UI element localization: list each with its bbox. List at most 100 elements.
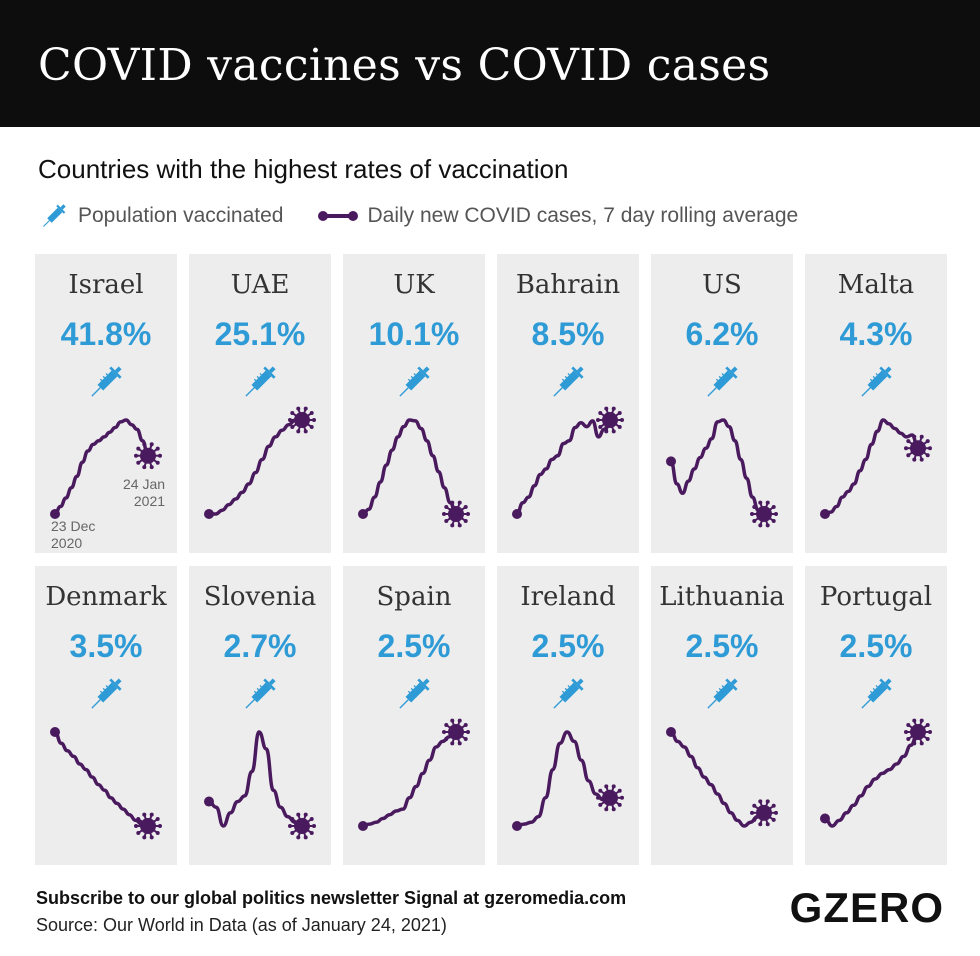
virus-icon (442, 718, 470, 746)
syringe-icon (43, 204, 66, 227)
legend-label-vaccinated: Population vaccinated (78, 204, 284, 227)
subscribe-text: Subscribe to our global politics newslet… (36, 888, 627, 908)
start-point (666, 727, 676, 737)
case-trend-chart (820, 418, 932, 519)
gzero-logo: GZERO (789, 884, 944, 931)
country-panel: Ireland 2.5% (497, 566, 639, 865)
start-point (666, 456, 676, 467)
vaccination-rate: 2.5% (377, 628, 451, 664)
country-panel: Denmark 3.5% (35, 566, 177, 865)
end-date-label: 24 Jan 2021 (123, 476, 166, 509)
country-name: Ireland (520, 582, 616, 612)
virus-icon (288, 812, 316, 840)
start-point (50, 509, 60, 519)
case-trend-chart (204, 406, 316, 519)
start-point (204, 509, 214, 519)
legend-label-cases: Daily new COVID cases, 7 day rolling ave… (367, 204, 799, 227)
syringe-icon (553, 366, 584, 397)
series-line (208, 730, 303, 828)
series-line (362, 730, 457, 828)
start-point (358, 821, 368, 831)
virus-icon (288, 406, 316, 434)
case-trend-chart (512, 730, 624, 831)
country-panel: Lithuania 2.5% (651, 566, 793, 865)
syringe-icon (399, 678, 430, 709)
syringe-icon (707, 366, 738, 397)
vaccination-rate: 10.1% (368, 316, 460, 352)
country-name: Lithuania (659, 582, 785, 612)
virus-icon (442, 500, 470, 528)
country-name: Portugal (819, 582, 933, 612)
case-trend-chart (50, 418, 162, 519)
country-panel: Bahrain 8.5% (497, 254, 639, 553)
country-name: Malta (837, 270, 915, 300)
case-trend-chart (358, 418, 470, 528)
country-panel: UAE 25.1% (189, 254, 331, 553)
syringe-icon (707, 678, 738, 709)
legend-item-cases: Daily new COVID cases, 7 day rolling ave… (317, 204, 798, 228)
source-text: Source: Our World in Data (as of January… (36, 915, 447, 935)
virus-icon (134, 442, 162, 470)
country-panel: Malta 4.3% (805, 254, 947, 553)
start-point (358, 509, 368, 519)
vaccination-rate: 41.8% (60, 316, 152, 352)
series-line (209, 418, 302, 516)
country-name: Slovenia (203, 582, 317, 612)
vaccination-rate: 2.5% (531, 628, 605, 664)
syringe-icon (245, 366, 276, 397)
vaccination-rate: 6.2% (685, 316, 759, 352)
series-line (516, 730, 611, 828)
virus-icon (596, 406, 624, 434)
series-line (670, 730, 765, 828)
virus-icon (750, 500, 778, 528)
vaccination-rate: 25.1% (214, 316, 306, 352)
series-line (362, 418, 457, 516)
country-name: Spain (376, 582, 452, 612)
start-point (512, 509, 522, 519)
start-point (820, 813, 830, 824)
page-title: COVID vaccines vs COVID cases (38, 40, 771, 91)
country-name: Denmark (45, 582, 167, 612)
syringe-icon (91, 366, 122, 397)
series-line (54, 730, 149, 828)
legend: Population vaccinated Daily new COVID ca… (38, 200, 832, 232)
case-trend-chart (666, 418, 778, 528)
small-multiples-grid: Israel 41.8% 23 Dec 2020 24 Jan 2021 UAE 25.1… (35, 254, 947, 866)
country-panel: Portugal 2.5% (805, 566, 947, 865)
header-bar: COVID vaccines vs COVID cases (0, 0, 980, 127)
series-line (54, 418, 150, 516)
line-marker-icon (318, 211, 359, 221)
virus-icon (904, 434, 932, 462)
country-panel: Spain 2.5% (343, 566, 485, 865)
virus-icon (596, 784, 624, 812)
syringe-icon (91, 678, 122, 709)
vaccination-rate: 3.5% (69, 628, 143, 664)
case-trend-chart (512, 406, 624, 519)
country-panel: Israel 41.8% 23 Dec 2020 24 Jan 2021 (35, 254, 177, 553)
country-name: US (702, 270, 742, 300)
case-trend-chart (50, 727, 162, 840)
series-line (516, 418, 611, 516)
start-point (512, 821, 522, 831)
case-trend-chart (666, 727, 778, 828)
vaccination-rate: 2.5% (839, 628, 913, 664)
vaccination-rate: 2.7% (223, 628, 297, 664)
start-date-label: 23 Dec 2020 (51, 518, 96, 551)
legend-item-vaccinated: Population vaccinated (38, 200, 283, 232)
virus-icon (904, 718, 932, 746)
country-name: UK (393, 270, 435, 300)
series-line (824, 730, 919, 828)
syringe-icon (861, 678, 892, 709)
case-trend-chart (358, 718, 470, 831)
start-point (204, 796, 214, 807)
country-name: Bahrain (515, 270, 621, 300)
syringe-icon (245, 678, 276, 709)
virus-icon (134, 812, 162, 840)
case-trend-chart (820, 718, 932, 828)
chart-subtitle: Countries with the highest rates of vacc… (38, 154, 569, 184)
start-point (50, 727, 60, 737)
country-panel: Slovenia 2.7% (189, 566, 331, 865)
syringe-icon (399, 366, 430, 397)
case-trend-chart (204, 730, 316, 840)
syringe-icon (553, 678, 584, 709)
